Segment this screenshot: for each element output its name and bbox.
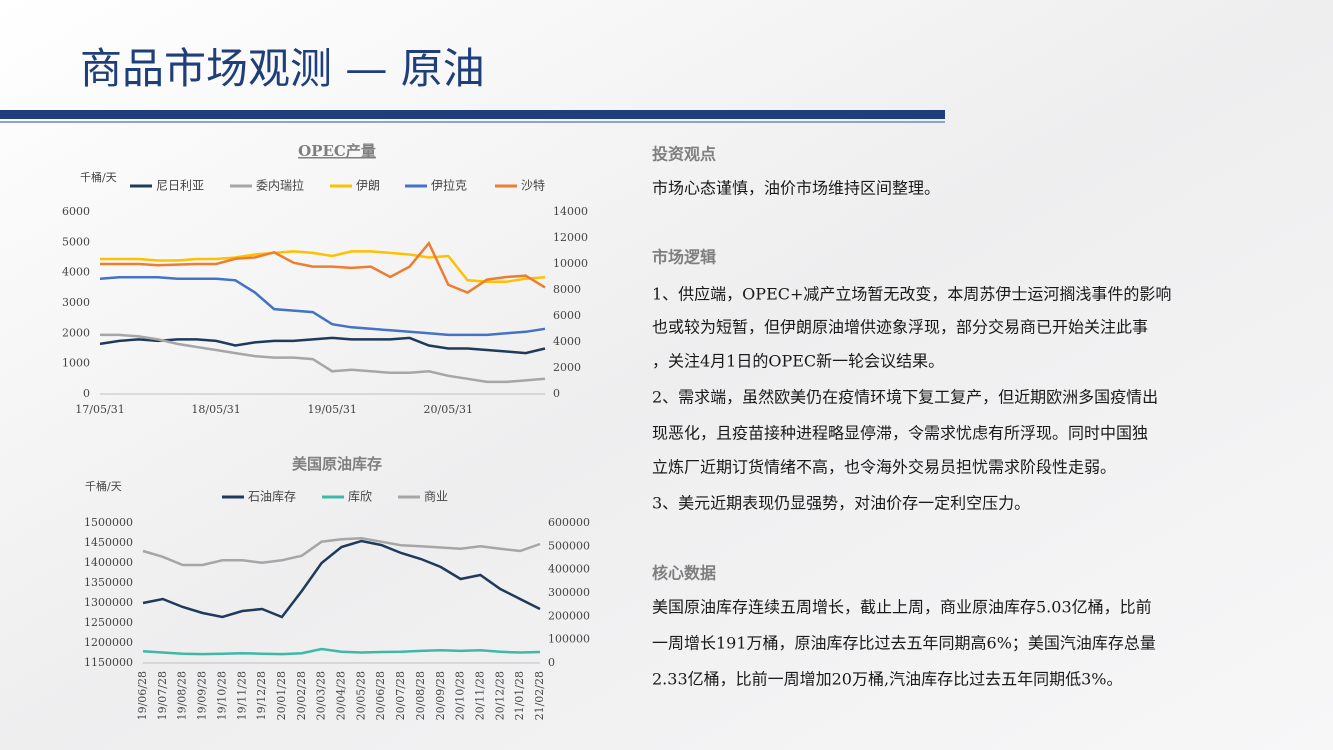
x-tick-label: 20/07/28 <box>394 671 407 720</box>
y-tick-label: 0 <box>83 387 90 400</box>
x-tick-label: 20/03/28 <box>315 671 328 720</box>
body-line: 也或较为短暂，但伊朗原油增供迹象浮现，部分交易商已开始关注此事 <box>652 318 1148 337</box>
x-tick-label: 18/05/31 <box>191 403 240 416</box>
y2-tick-label: 300000 <box>548 586 590 599</box>
legend-label: 委内瑞拉 <box>256 178 304 193</box>
legend-label: 库欣 <box>348 489 372 504</box>
series-line <box>142 539 541 619</box>
x-tick-label: 17/05/31 <box>75 403 124 416</box>
body-line: 1、供应端，OPEC+减产立场暂无改变，本周苏伊士运河搁浅事件的影响 <box>652 285 1171 304</box>
y-tick-label: 1450000 <box>84 536 133 549</box>
y-tick-label: 2000 <box>62 326 90 339</box>
series-line <box>99 275 546 337</box>
y2-tick-label: 14000 <box>553 205 588 218</box>
series-line <box>100 333 546 384</box>
legend-label: 尼日利亚 <box>156 179 204 193</box>
y-tick-label: 5000 <box>62 235 90 248</box>
x-tick-label: 20/05/28 <box>354 671 367 720</box>
x-tick-label: 20/01/28 <box>275 671 288 720</box>
y2-tick-label: 4000 <box>553 335 581 348</box>
y-tick-label: 1350000 <box>84 576 133 589</box>
body-line: 3、美元近期表现仍显强势，对油价存一定利空压力。 <box>652 494 1030 513</box>
x-tick-label: 20/12/28 <box>493 671 506 720</box>
legend-label: 伊拉克 <box>431 178 467 193</box>
legend-label: 伊朗 <box>356 179 380 193</box>
x-tick-label: 21/02/28 <box>533 671 546 720</box>
x-tick-label: 19/09/28 <box>196 671 209 720</box>
legend-label: 沙特 <box>521 178 545 193</box>
y-tick-label: 1150000 <box>84 656 133 669</box>
y2-tick-label: 12000 <box>553 231 588 244</box>
y2-tick-label: 400000 <box>548 563 590 576</box>
y-tick-label: 4000 <box>62 266 90 279</box>
body-line: 美国原油库存连续五周增长，截止上周，商业原油库存5.03亿桶，比前 <box>652 598 1152 617</box>
x-tick-label: 20/02/28 <box>295 671 308 720</box>
x-tick-label: 19/10/28 <box>215 671 228 720</box>
x-tick-label: 21/01/28 <box>513 671 526 720</box>
x-tick-label: 19/11/28 <box>235 671 248 720</box>
legend-label: 石油库存 <box>248 489 296 504</box>
x-tick-label: 19/05/31 <box>307 403 356 416</box>
series-line <box>100 240 546 295</box>
title-bar-line <box>0 121 945 123</box>
y2-tick-label: 10000 <box>553 257 588 270</box>
series-line <box>99 336 546 355</box>
y-tick-label: 1400000 <box>84 556 133 569</box>
series-line <box>142 647 541 656</box>
y-tick-label: 1200000 <box>84 636 133 649</box>
x-tick-label: 19/07/28 <box>156 671 169 720</box>
y2-tick-label: 2000 <box>553 361 581 374</box>
x-tick-label: 20/05/31 <box>424 403 473 416</box>
y2-tick-label: 200000 <box>548 609 590 622</box>
body-line: 市场心态谨慎，油价市场维持区间整理。 <box>652 179 940 198</box>
y-axis-label: 千桶/天 <box>85 479 122 493</box>
series-line <box>142 536 541 567</box>
body-line: ，关注4月1日的OPEC新一轮会议结果。 <box>652 352 944 371</box>
chart-title: 美国原油库存 <box>292 455 382 473</box>
x-tick-label: 20/06/28 <box>374 671 387 720</box>
body-line: 立炼厂近期订货情绪不高，也令海外交易员担忧需求阶段性走弱。 <box>652 458 1116 477</box>
x-tick-label: 20/11/28 <box>473 671 486 720</box>
y-tick-label: 6000 <box>62 205 90 218</box>
y-tick-label: 3000 <box>62 296 90 309</box>
series-line <box>100 250 546 284</box>
y2-tick-label: 6000 <box>553 309 581 322</box>
x-tick-label: 19/12/28 <box>255 671 268 720</box>
y-axis-label: 千桶/天 <box>80 170 117 184</box>
legend-label: 商业 <box>424 489 448 504</box>
section-heading: 市场逻辑 <box>652 248 716 267</box>
body-line: 现恶化，且疫苗接种进程略显停滞，令需求忧虑有所浮现。同时中国独 <box>652 424 1148 443</box>
x-tick-label: 20/10/28 <box>454 671 467 720</box>
chart-title: OPEC产量 <box>298 142 376 160</box>
body-line: 一周增长191万桶，原油库存比过去五年同期高6%；美国汽油库存总量 <box>652 634 1156 653</box>
x-tick-label: 20/04/28 <box>335 671 348 720</box>
y2-tick-label: 100000 <box>548 633 590 646</box>
title-bar <box>0 110 945 119</box>
y2-tick-label: 0 <box>553 387 560 400</box>
x-tick-label: 19/08/28 <box>176 671 189 720</box>
x-tick-label: 19/06/28 <box>136 671 149 720</box>
page-title: 商品市场观测 — 原油 <box>80 44 485 93</box>
body-line: 2、需求端，虽然欧美仍在疫情环境下复工复产，但近期欧洲多国疫情出 <box>652 388 1158 407</box>
y-tick-label: 1500000 <box>84 516 133 529</box>
x-tick-label: 20/09/28 <box>434 671 447 720</box>
body-line: 2.33亿桶，比前一周增加20万桶,汽油库存比过去五年同期低3%。 <box>652 670 1122 689</box>
y2-tick-label: 500000 <box>548 539 590 552</box>
y-tick-label: 1000 <box>62 357 90 370</box>
y-tick-label: 1300000 <box>84 596 133 609</box>
x-tick-label: 20/08/28 <box>414 671 427 720</box>
y2-tick-label: 600000 <box>548 516 590 529</box>
y2-tick-label: 0 <box>548 656 555 669</box>
y2-tick-label: 8000 <box>553 283 581 296</box>
section-heading: 核心数据 <box>652 564 716 583</box>
section-heading: 投资观点 <box>652 145 716 164</box>
y-tick-label: 1250000 <box>84 616 133 629</box>
